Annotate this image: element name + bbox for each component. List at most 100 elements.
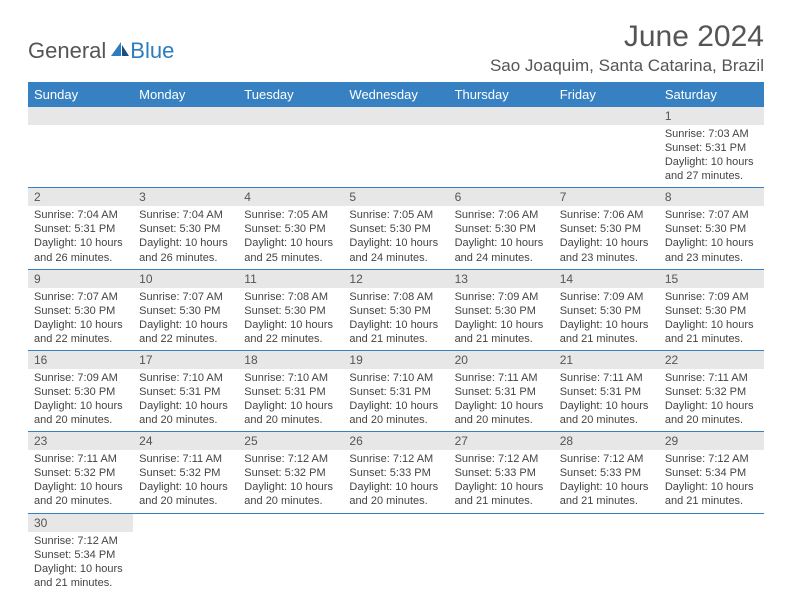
calendar-week-row: 2Sunrise: 7:04 AMSunset: 5:31 PMDaylight… <box>28 188 764 269</box>
day-detail-line: and 20 minutes. <box>349 494 442 508</box>
day-details: Sunrise: 7:11 AMSunset: 5:32 PMDaylight:… <box>133 450 238 512</box>
day-detail-line: Sunset: 5:31 PM <box>34 222 127 236</box>
day-detail-line: and 21 minutes. <box>455 332 548 346</box>
day-details: Sunrise: 7:11 AMSunset: 5:32 PMDaylight:… <box>28 450 133 512</box>
day-detail-line: Sunrise: 7:07 AM <box>139 290 232 304</box>
calendar-day-cell <box>343 107 448 188</box>
day-detail-line: Sunrise: 7:04 AM <box>139 208 232 222</box>
calendar-day-cell <box>554 513 659 594</box>
day-number: 25 <box>238 432 343 450</box>
day-detail-line: and 21 minutes. <box>560 332 653 346</box>
empty-daybody <box>133 125 238 181</box>
day-detail-line: Sunset: 5:30 PM <box>665 304 758 318</box>
empty-daynum <box>554 107 659 125</box>
day-detail-line: and 23 minutes. <box>560 251 653 265</box>
day-detail-line: Sunrise: 7:09 AM <box>560 290 653 304</box>
day-detail-line: and 24 minutes. <box>455 251 548 265</box>
day-details: Sunrise: 7:05 AMSunset: 5:30 PMDaylight:… <box>238 206 343 268</box>
day-detail-line: Sunrise: 7:10 AM <box>349 371 442 385</box>
day-detail-line: Sunset: 5:31 PM <box>349 385 442 399</box>
day-detail-line: Sunset: 5:33 PM <box>349 466 442 480</box>
day-detail-line: and 22 minutes. <box>244 332 337 346</box>
day-detail-line: and 20 minutes. <box>244 494 337 508</box>
day-number: 15 <box>659 270 764 288</box>
day-number: 10 <box>133 270 238 288</box>
weekday-header: Sunday <box>28 82 133 107</box>
day-detail-line: Daylight: 10 hours <box>34 399 127 413</box>
day-detail-line: Sunrise: 7:10 AM <box>244 371 337 385</box>
day-detail-line: Sunset: 5:32 PM <box>244 466 337 480</box>
day-detail-line: Daylight: 10 hours <box>455 236 548 250</box>
day-details: Sunrise: 7:08 AMSunset: 5:30 PMDaylight:… <box>238 288 343 350</box>
day-detail-line: Sunrise: 7:09 AM <box>34 371 127 385</box>
day-detail-line: Sunset: 5:30 PM <box>244 222 337 236</box>
day-details: Sunrise: 7:10 AMSunset: 5:31 PMDaylight:… <box>238 369 343 431</box>
day-detail-line: Sunset: 5:34 PM <box>34 548 127 562</box>
calendar-week-row: 23Sunrise: 7:11 AMSunset: 5:32 PMDayligh… <box>28 432 764 513</box>
calendar-day-cell: 3Sunrise: 7:04 AMSunset: 5:30 PMDaylight… <box>133 188 238 269</box>
day-number: 17 <box>133 351 238 369</box>
calendar-day-cell: 28Sunrise: 7:12 AMSunset: 5:33 PMDayligh… <box>554 432 659 513</box>
day-detail-line: Sunset: 5:30 PM <box>560 222 653 236</box>
calendar-day-cell: 14Sunrise: 7:09 AMSunset: 5:30 PMDayligh… <box>554 269 659 350</box>
day-detail-line: Sunrise: 7:04 AM <box>34 208 127 222</box>
day-detail-line: Sunrise: 7:09 AM <box>455 290 548 304</box>
calendar-day-cell <box>554 107 659 188</box>
day-detail-line: Sunrise: 7:08 AM <box>349 290 442 304</box>
day-number: 30 <box>28 514 133 532</box>
day-detail-line: Sunset: 5:30 PM <box>455 222 548 236</box>
day-detail-line: Daylight: 10 hours <box>244 318 337 332</box>
day-detail-line: Sunset: 5:30 PM <box>34 385 127 399</box>
day-details: Sunrise: 7:11 AMSunset: 5:32 PMDaylight:… <box>659 369 764 431</box>
day-number: 3 <box>133 188 238 206</box>
empty-daynum <box>343 107 448 125</box>
day-detail-line: and 25 minutes. <box>244 251 337 265</box>
day-details: Sunrise: 7:12 AMSunset: 5:33 PMDaylight:… <box>554 450 659 512</box>
day-number: 27 <box>449 432 554 450</box>
day-detail-line: and 20 minutes. <box>139 494 232 508</box>
calendar-day-cell: 4Sunrise: 7:05 AMSunset: 5:30 PMDaylight… <box>238 188 343 269</box>
logo: General Blue <box>28 38 174 64</box>
calendar-day-cell: 2Sunrise: 7:04 AMSunset: 5:31 PMDaylight… <box>28 188 133 269</box>
day-detail-line: Sunrise: 7:12 AM <box>34 534 127 548</box>
calendar-day-cell: 27Sunrise: 7:12 AMSunset: 5:33 PMDayligh… <box>449 432 554 513</box>
weekday-header: Wednesday <box>343 82 448 107</box>
calendar-day-cell: 7Sunrise: 7:06 AMSunset: 5:30 PMDaylight… <box>554 188 659 269</box>
day-details: Sunrise: 7:07 AMSunset: 5:30 PMDaylight:… <box>133 288 238 350</box>
day-detail-line: Daylight: 10 hours <box>665 318 758 332</box>
calendar-day-cell: 18Sunrise: 7:10 AMSunset: 5:31 PMDayligh… <box>238 350 343 431</box>
day-detail-line: and 21 minutes. <box>665 494 758 508</box>
day-detail-line: Daylight: 10 hours <box>244 480 337 494</box>
day-detail-line: Sunrise: 7:06 AM <box>560 208 653 222</box>
calendar-day-cell <box>238 107 343 188</box>
day-detail-line: and 20 minutes. <box>455 413 548 427</box>
day-detail-line: Daylight: 10 hours <box>349 236 442 250</box>
day-detail-line: Sunrise: 7:10 AM <box>139 371 232 385</box>
day-details: Sunrise: 7:03 AMSunset: 5:31 PMDaylight:… <box>659 125 764 187</box>
empty-daynum <box>449 107 554 125</box>
day-detail-line: Daylight: 10 hours <box>244 236 337 250</box>
weekday-header: Thursday <box>449 82 554 107</box>
day-detail-line: Sunrise: 7:07 AM <box>665 208 758 222</box>
day-detail-line: Sunset: 5:32 PM <box>34 466 127 480</box>
day-number: 23 <box>28 432 133 450</box>
day-details: Sunrise: 7:10 AMSunset: 5:31 PMDaylight:… <box>343 369 448 431</box>
day-details: Sunrise: 7:09 AMSunset: 5:30 PMDaylight:… <box>449 288 554 350</box>
day-details: Sunrise: 7:12 AMSunset: 5:34 PMDaylight:… <box>659 450 764 512</box>
day-detail-line: Sunrise: 7:05 AM <box>244 208 337 222</box>
calendar-day-cell: 26Sunrise: 7:12 AMSunset: 5:33 PMDayligh… <box>343 432 448 513</box>
location: Sao Joaquim, Santa Catarina, Brazil <box>490 56 764 76</box>
calendar-day-cell: 25Sunrise: 7:12 AMSunset: 5:32 PMDayligh… <box>238 432 343 513</box>
day-detail-line: Daylight: 10 hours <box>34 236 127 250</box>
day-detail-line: and 20 minutes. <box>665 413 758 427</box>
day-number: 4 <box>238 188 343 206</box>
day-detail-line: Sunset: 5:31 PM <box>560 385 653 399</box>
empty-daybody <box>28 125 133 181</box>
day-detail-line: and 20 minutes. <box>560 413 653 427</box>
day-details: Sunrise: 7:06 AMSunset: 5:30 PMDaylight:… <box>449 206 554 268</box>
day-detail-line: Sunrise: 7:06 AM <box>455 208 548 222</box>
calendar-day-cell: 9Sunrise: 7:07 AMSunset: 5:30 PMDaylight… <box>28 269 133 350</box>
day-detail-line: and 21 minutes. <box>349 332 442 346</box>
calendar-day-cell: 8Sunrise: 7:07 AMSunset: 5:30 PMDaylight… <box>659 188 764 269</box>
day-detail-line: Sunset: 5:34 PM <box>665 466 758 480</box>
